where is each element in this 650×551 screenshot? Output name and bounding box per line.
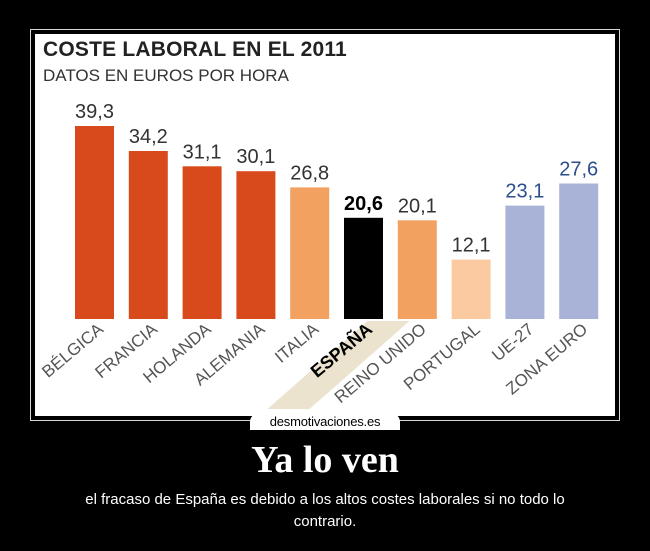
value-label-reino-unido: 20,1: [398, 195, 437, 217]
bar-zona-euro: [559, 183, 599, 319]
bar-espana: [344, 217, 383, 319]
bar-portugal: [451, 259, 491, 319]
bar-ue-27: [505, 205, 545, 319]
value-label-belgica: 39,3: [75, 101, 114, 123]
value-label-ue-27: 23,1: [505, 181, 544, 203]
value-label-zona-euro: 27,6: [559, 159, 598, 181]
value-label-espana: 20,6: [344, 193, 383, 215]
chart-subtitle: DATOS EN EUROS POR HORA: [43, 66, 289, 85]
chart-panel: COSTE LABORAL EN EL 2011 DATOS EN EUROS …: [35, 34, 615, 416]
value-label-italia: 26,8: [290, 162, 329, 184]
bar-francia: [128, 151, 168, 319]
chart-title: COSTE LABORAL EN EL 2011: [43, 38, 347, 61]
bar-italia: [290, 187, 330, 319]
bar-reino-unido: [397, 220, 437, 319]
poster-title: Ya lo ven: [251, 439, 399, 481]
value-label-francia: 34,2: [129, 126, 168, 148]
value-label-portugal: 12,1: [452, 235, 491, 257]
watermark: desmotivaciones.es: [250, 413, 400, 430]
poster-caption: el fracaso de España es debido a los alt…: [85, 491, 565, 530]
value-label-alemania: 30,1: [236, 146, 275, 168]
highlight-band: [267, 321, 410, 409]
bar-alemania: [236, 171, 276, 319]
bar-belgica: [75, 126, 114, 319]
bar-chart: 39,3BÉLGICA34,2FRANCIA31,1HOLANDA30,1ALE…: [38, 101, 599, 409]
value-label-holanda: 31,1: [183, 141, 222, 163]
bar-holanda: [182, 166, 222, 319]
category-label-ue-27: UE-27: [488, 320, 537, 366]
